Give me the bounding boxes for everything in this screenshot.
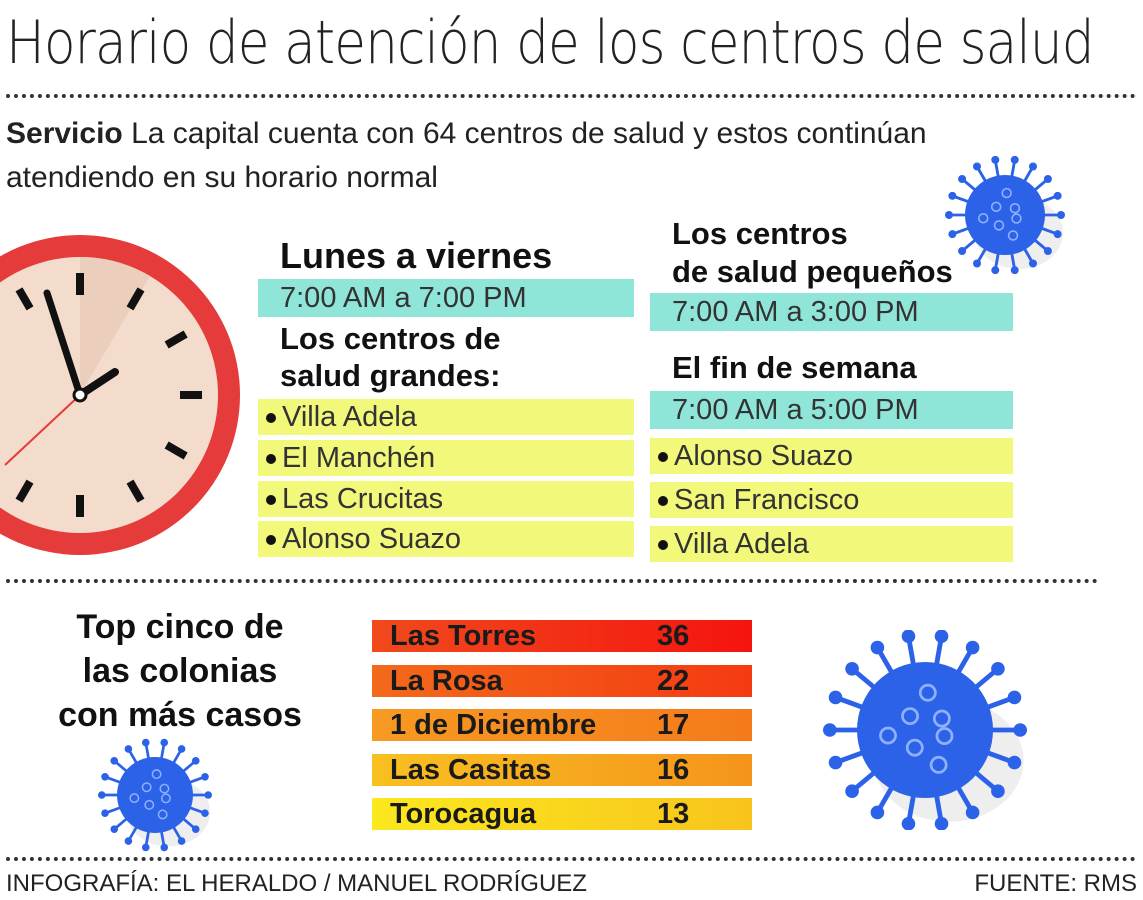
top5-row: Las Casitas 16	[372, 753, 752, 786]
list-item: Villa Adela	[258, 399, 634, 435]
list-item: San Francisco	[650, 482, 1013, 518]
case-count: 36	[657, 620, 690, 652]
credit: INFOGRAFÍA: EL HERALDO / MANUEL RODRÍGUE…	[6, 870, 587, 897]
weekend-heading: El fin de semana	[672, 350, 917, 385]
virus-icon	[98, 738, 212, 852]
subtitle: Servicio La capital cuenta con 64 centro…	[6, 112, 1006, 200]
small-centers-heading: de salud pequeños	[672, 254, 953, 289]
divider	[6, 857, 1136, 861]
source: FUENTE: RMS	[974, 870, 1137, 897]
colonia-name: Las Torres	[390, 620, 537, 652]
small-centers-heading: Los centros	[672, 216, 848, 251]
subtitle-text: La capital cuenta con 64 centros de salu…	[6, 117, 927, 194]
case-count: 13	[657, 798, 690, 830]
clock-icon	[0, 235, 240, 555]
list-item: Alonso Suazo	[258, 521, 634, 557]
weekdays-hours: 7:00 AM a 7:00 PM	[258, 279, 634, 317]
large-centers-heading: salud grandes:	[280, 358, 501, 393]
top5-heading: Top cinco de las colonias con más casos	[58, 608, 302, 734]
colonia-name: 1 de Diciembre	[390, 709, 597, 741]
subtitle-lead: Servicio	[6, 117, 123, 150]
weekend-hours: 7:00 AM a 5:00 PM	[650, 391, 1013, 429]
large-centers-heading: Los centros de	[280, 321, 501, 356]
divider	[6, 94, 1136, 98]
top5-row: Las Torres 36	[372, 620, 752, 652]
list-item: Villa Adela	[650, 526, 1013, 562]
list-item: El Manchén	[258, 440, 634, 476]
page-title: Horario de atención de los centros de sa…	[6, 8, 1094, 78]
virus-icon	[823, 630, 1027, 830]
top5-row: La Rosa 22	[372, 664, 752, 697]
case-count: 22	[657, 664, 690, 697]
colonia-name: Las Casitas	[390, 753, 552, 786]
list-item: Las Crucitas	[258, 481, 634, 517]
weekdays-heading: Lunes a viernes	[280, 235, 553, 276]
colonia-name: La Rosa	[390, 664, 503, 697]
colonia-name: Torocagua	[390, 798, 537, 830]
small-centers-hours: 7:00 AM a 3:00 PM	[650, 293, 1013, 331]
top5-row: Torocagua 13	[372, 798, 752, 830]
divider	[6, 579, 1098, 583]
case-count: 17	[657, 709, 690, 741]
list-item: Alonso Suazo	[650, 438, 1013, 474]
virus-icon	[945, 155, 1065, 275]
top5-row: 1 de Diciembre 17	[372, 709, 752, 741]
case-count: 16	[657, 753, 690, 786]
